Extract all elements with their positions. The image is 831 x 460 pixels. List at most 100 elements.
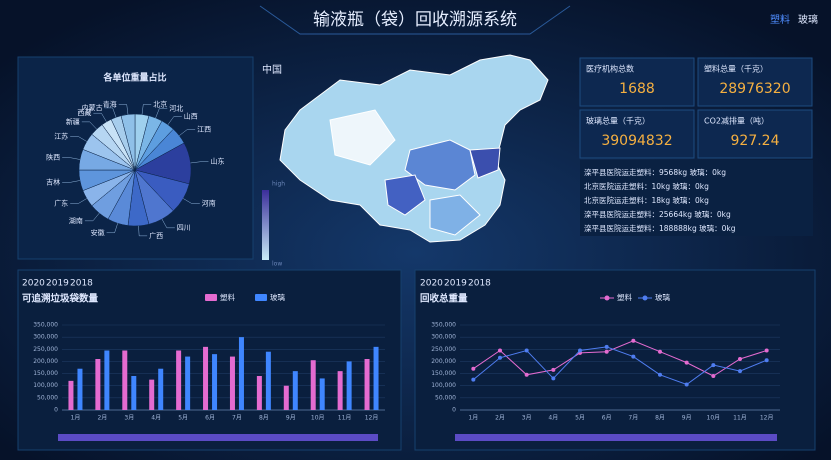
stat-label: 医疗机构总数 (586, 64, 634, 74)
stat-value: 28976320 (719, 81, 790, 97)
point (551, 376, 556, 381)
bar (122, 350, 128, 410)
leader-line (106, 223, 118, 234)
x-tick-label: 2月 (495, 415, 505, 422)
leader-line (104, 107, 117, 118)
x-tick-label: 9月 (682, 415, 692, 422)
y-tick-label: 50,000 (37, 394, 58, 401)
year-tab[interactable]: 2019 (444, 279, 467, 289)
map-region (429, 194, 481, 236)
x-tick-label: 10月 (311, 415, 325, 422)
point (658, 349, 662, 354)
point (524, 348, 529, 353)
x-tick-label: 6月 (602, 415, 612, 422)
pie-label: 江苏 (54, 131, 68, 140)
pie-label: 山西 (184, 112, 198, 121)
leader-line (183, 198, 200, 204)
x-tick-label: 3月 (522, 415, 532, 422)
year-tab[interactable]: 2018 (468, 279, 491, 289)
y-tick-label: 100,000 (431, 382, 456, 389)
x-tick-label: 4月 (151, 415, 161, 422)
pie-label: 广西 (149, 231, 163, 240)
stat-card (579, 57, 695, 107)
point (578, 348, 582, 353)
pie-label: 安徽 (91, 228, 105, 237)
x-tick-label: 10月 (707, 415, 721, 422)
legend-dot (642, 295, 648, 301)
log-entry: 滦平县医院运走塑料：9568kg 玻璃：0kg (584, 167, 726, 177)
leader-line (84, 212, 100, 222)
y-tick-label: 150,000 (33, 370, 58, 377)
point (604, 349, 609, 354)
bar (292, 371, 298, 410)
bar (131, 376, 137, 410)
log-entry: 滦平县医院运走塑料：188888kg 玻璃：0kg (584, 223, 736, 233)
scrollbar[interactable] (58, 434, 378, 441)
map-region (329, 109, 396, 166)
leader-line (62, 180, 81, 183)
bar (364, 359, 370, 410)
year-tab[interactable]: 2018 (70, 279, 93, 289)
point (498, 348, 502, 353)
x-tick-label: 11月 (733, 415, 747, 422)
tab[interactable]: 塑料 (770, 13, 790, 26)
point (684, 360, 689, 365)
stat-card (579, 109, 695, 159)
point (551, 367, 556, 372)
year-tab[interactable]: 2020 (22, 279, 45, 289)
pie-label: 青海 (103, 100, 117, 109)
stat-value: 927.24 (731, 133, 780, 149)
y-tick-label: 300,000 (33, 334, 58, 341)
pie-label: 内蒙古 (82, 103, 103, 112)
bar (283, 385, 289, 410)
x-tick-label: 7月 (232, 415, 242, 422)
bar (77, 368, 83, 410)
bar (68, 380, 74, 410)
x-tick-label: 9月 (286, 415, 296, 422)
leader-line (138, 225, 148, 237)
y-tick-label: 50,000 (435, 394, 456, 401)
bar (265, 351, 271, 410)
pie-label: 新疆 (66, 117, 80, 126)
log-entry: 北京医院运走塑料：18kg 玻璃：0kg (584, 195, 709, 205)
y-tick-label: 300,000 (431, 334, 456, 341)
y-tick-label: 350,000 (33, 322, 58, 329)
point (764, 358, 769, 363)
bar (158, 368, 164, 410)
log-panel (580, 160, 813, 236)
x-tick-label: 5月 (178, 415, 188, 422)
legend-label: high (272, 181, 285, 188)
legend-label: 塑料 (220, 292, 235, 302)
chart-title: 各单位重量占比 (102, 72, 166, 84)
y-tick-label: 350,000 (431, 322, 456, 329)
scrollbar[interactable] (455, 434, 777, 441)
stat-value: 1688 (619, 81, 655, 97)
point (738, 369, 742, 374)
tab[interactable]: 玻璃 (798, 13, 818, 26)
point (631, 354, 636, 359)
point (524, 372, 529, 377)
x-tick-label: 3月 (124, 415, 134, 422)
bar (319, 378, 325, 410)
map-region (384, 174, 426, 216)
bar (104, 350, 110, 410)
map-title: 中国 (262, 63, 282, 76)
pie-label: 北京 (153, 100, 167, 109)
bar (256, 376, 262, 410)
bar (176, 350, 182, 410)
year-tab[interactable]: 2019 (46, 279, 69, 289)
bar (346, 361, 352, 410)
legend-label: 塑料 (617, 292, 632, 302)
pie-label: 四川 (177, 224, 191, 232)
x-tick-label: 12月 (760, 415, 774, 422)
log-entry: 滦平县医院运走塑料：25664kg 玻璃：0kg (584, 209, 731, 219)
bar (337, 371, 343, 410)
bar (149, 379, 155, 410)
header-frame (259, 5, 571, 35)
y-tick-label: 100,000 (33, 382, 58, 389)
pie-label: 山东 (210, 157, 224, 166)
pie-label: 湖南 (69, 216, 83, 225)
point (604, 344, 609, 349)
year-tab[interactable]: 2020 (420, 279, 443, 289)
leader-line (118, 104, 129, 115)
